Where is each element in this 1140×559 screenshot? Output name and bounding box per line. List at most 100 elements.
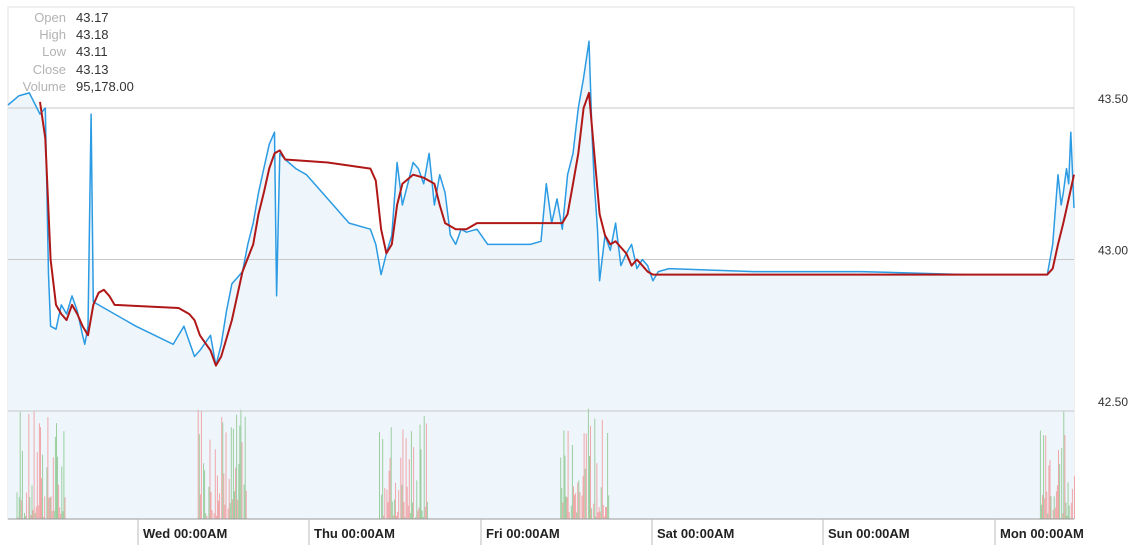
open-label: Open — [34, 10, 66, 25]
volume-bar — [53, 510, 55, 519]
volume-bar — [423, 415, 425, 519]
volume-bar — [587, 408, 589, 519]
x-tick-label: Sat 00:00AM — [657, 526, 734, 541]
volume-bar — [594, 418, 596, 519]
volume-bar — [602, 505, 604, 519]
volume-bar — [213, 513, 215, 519]
volume-bar — [1046, 491, 1048, 519]
volume-bar — [63, 431, 65, 519]
volume-bar — [1065, 502, 1067, 519]
volume-bar — [57, 456, 58, 519]
volume-bar — [234, 491, 235, 519]
close-row: Close 43.13 — [6, 61, 134, 78]
volume-bar — [396, 516, 397, 519]
volume-bar — [1048, 465, 1050, 519]
volume-bar — [1050, 496, 1052, 519]
volume-bar — [16, 492, 18, 519]
volume-bar — [390, 427, 392, 519]
low-row: Low 43.11 — [6, 43, 134, 60]
volume-bar — [1070, 502, 1072, 519]
volume-bar — [422, 517, 424, 519]
volume-bar — [200, 411, 202, 519]
volume-bar — [421, 510, 423, 519]
price-area-fill — [8, 41, 1074, 520]
volume-bar — [410, 431, 412, 519]
volume-bar — [30, 515, 32, 519]
x-tick-label: Thu 00:00AM — [314, 526, 395, 541]
volume-bar — [221, 417, 223, 519]
volume-bar — [1061, 447, 1063, 519]
volume-bar — [37, 505, 39, 519]
volume-bar — [400, 457, 402, 519]
volume-bar — [388, 470, 390, 519]
volume-bar — [29, 497, 31, 519]
volume-bar — [228, 478, 230, 519]
volume-bar — [58, 484, 60, 519]
moving-average-line — [39, 91, 1075, 367]
volume-bar — [36, 452, 38, 519]
volume-bar — [564, 455, 566, 519]
volume-bar — [398, 490, 400, 519]
volume-bar — [236, 414, 238, 519]
close-label: Close — [32, 61, 66, 77]
close-value: 43.13 — [76, 61, 109, 77]
volume-bar — [206, 515, 208, 519]
volume-bar — [224, 504, 226, 519]
volume-bar — [219, 493, 221, 519]
volume-bar — [52, 457, 54, 519]
volume-bar — [24, 512, 25, 519]
low-label: Low — [42, 44, 66, 60]
volume-bar — [199, 494, 201, 519]
volume-bar — [608, 495, 610, 519]
volume-bar — [204, 470, 206, 519]
volume-bar — [571, 445, 573, 519]
volume-bar — [591, 508, 593, 519]
volume-bar — [413, 447, 415, 519]
volume-bar — [576, 512, 578, 519]
volume-bar — [395, 482, 396, 519]
volume-bar — [425, 423, 427, 519]
volume-bar — [49, 497, 51, 519]
volume-bar — [26, 492, 28, 519]
volume-bar — [560, 457, 562, 519]
volume-bar — [18, 497, 20, 519]
volume-bar — [1068, 505, 1070, 519]
price-line — [7, 40, 1075, 367]
volume-bar — [229, 503, 231, 519]
volume-bar — [238, 463, 240, 519]
volume-bar — [1066, 515, 1068, 519]
volume-bar — [54, 436, 56, 519]
volume-bar — [41, 478, 42, 519]
volume-bar — [593, 503, 595, 519]
y-tick-label: 43.50 — [1098, 92, 1128, 106]
volume-bar — [1062, 513, 1064, 519]
volume-bar — [1044, 498, 1046, 519]
volume-bar — [409, 513, 411, 519]
volume-bar — [1063, 410, 1065, 519]
volume-bar — [599, 511, 601, 519]
volume-bar — [216, 475, 218, 519]
volume-bar — [38, 423, 40, 519]
volume-bar — [600, 487, 602, 519]
volume-bar — [25, 516, 27, 519]
volume-bar — [203, 463, 205, 519]
volume-bar — [43, 516, 45, 519]
volume-bar — [570, 505, 572, 519]
volume-bar — [405, 438, 407, 519]
volume-bar — [382, 438, 384, 519]
volume-bar — [417, 510, 419, 519]
volume-bar — [379, 432, 380, 519]
volume-bar — [565, 496, 567, 519]
volume-bar — [391, 501, 393, 519]
volume-bar — [381, 494, 383, 519]
volume-label: Volume — [22, 78, 66, 94]
volume-bar — [582, 476, 584, 519]
volume-bar — [61, 466, 63, 519]
volume-bar — [1055, 491, 1057, 519]
volume-bar — [205, 513, 207, 519]
volume-bar — [1043, 435, 1045, 519]
volume-bar — [42, 454, 44, 519]
volume-bar — [32, 510, 34, 519]
volume-bar — [415, 517, 417, 519]
